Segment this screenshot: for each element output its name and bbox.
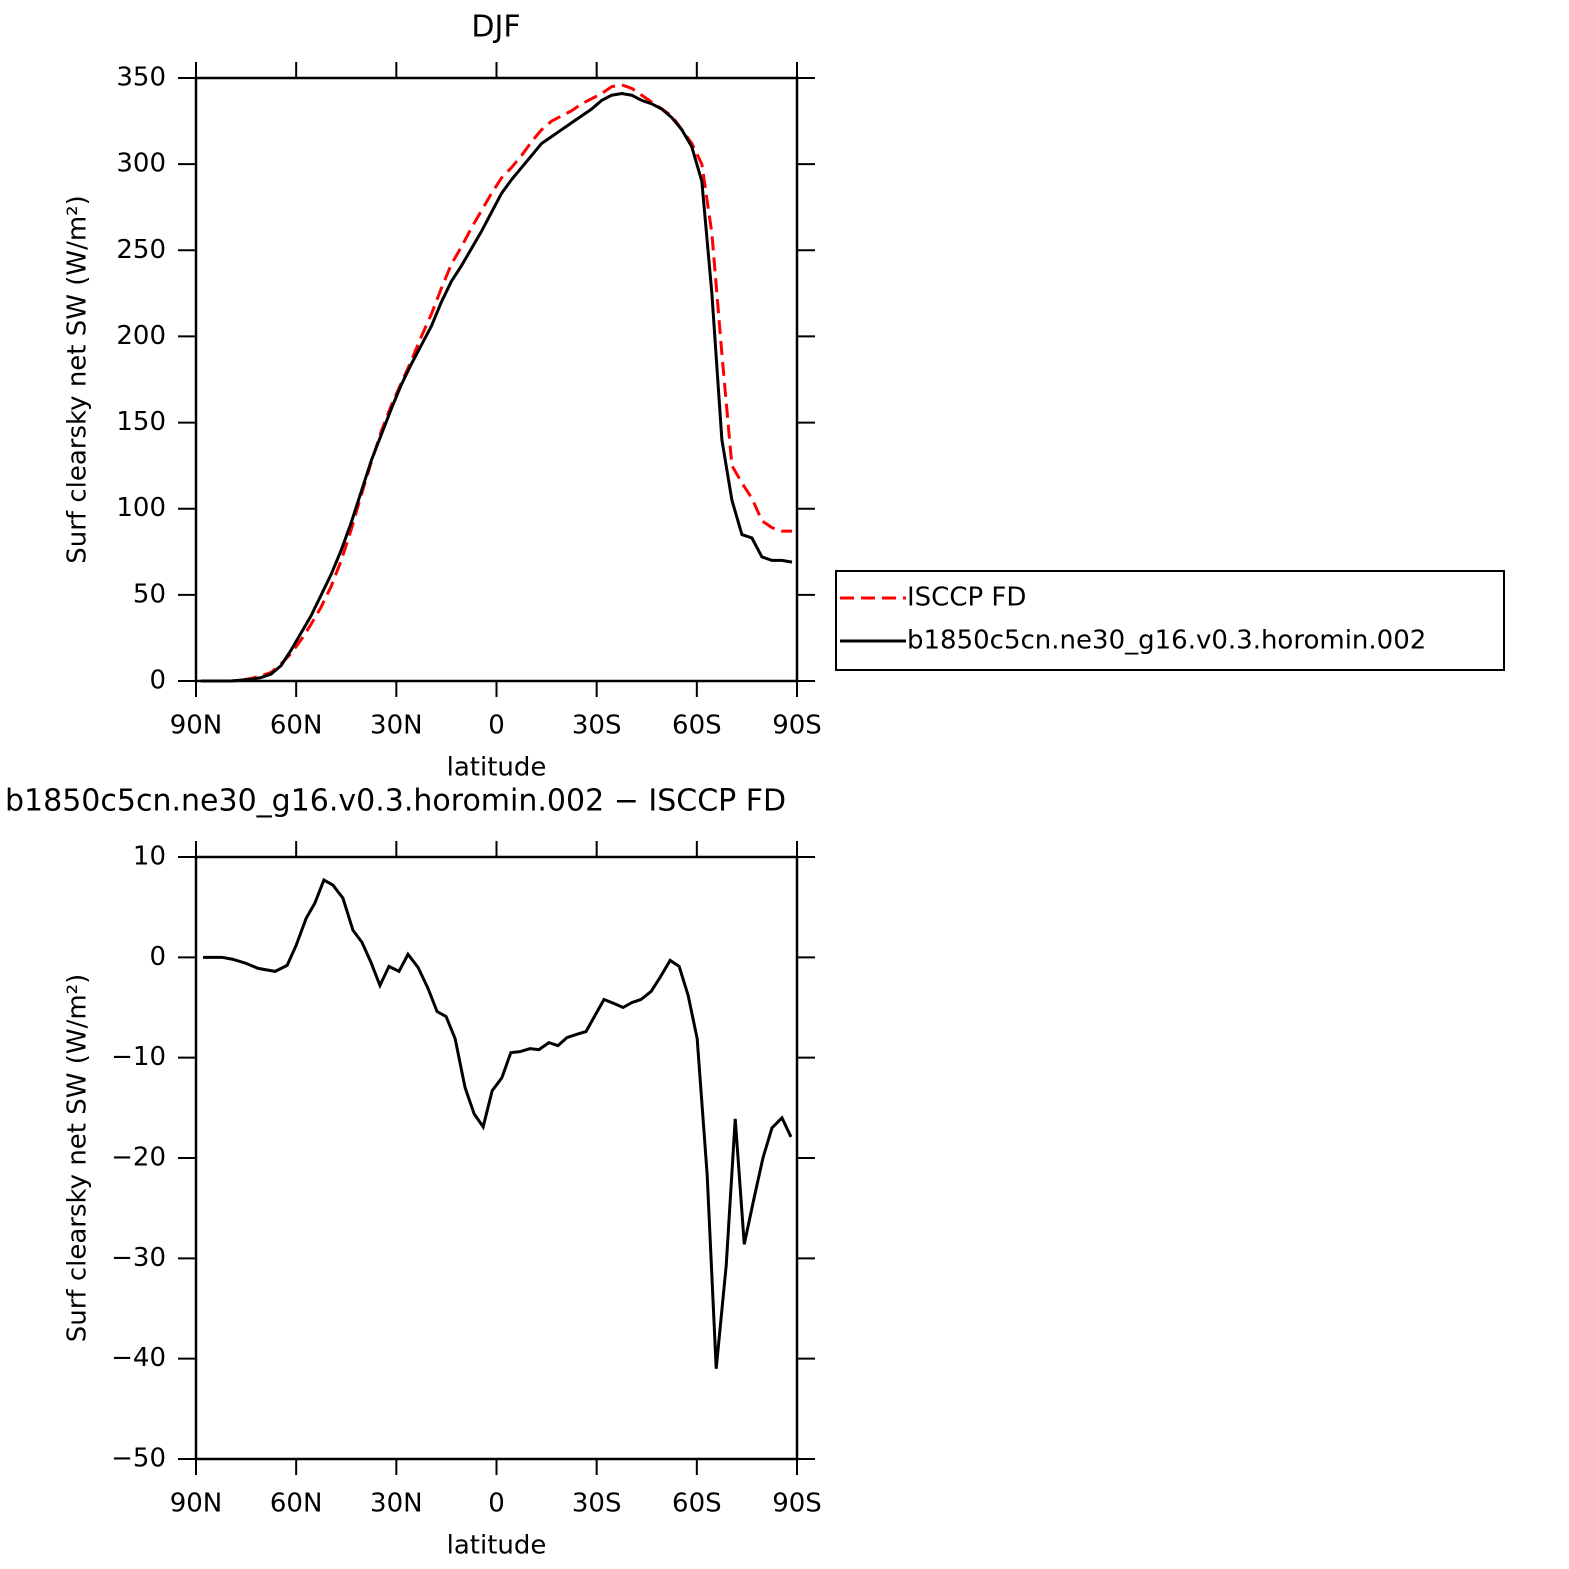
x-tick-label: 30N [370,711,423,741]
y-axis-label: Surf clearsky net SW (W/m²) [63,195,93,563]
data-line [201,83,792,683]
x-tick-label: 60S [672,1489,722,1519]
y-tick-label: 350 [116,63,166,93]
plot-frame [194,855,799,1461]
x-tick-label: 90S [772,711,822,741]
y-tick-label: −30 [111,1243,166,1273]
y-axis-label: Surf clearsky net SW (W/m²) [63,974,93,1342]
x-tick-label: 30N [370,1489,423,1519]
data-line [203,877,793,1369]
y-tick-label: −50 [111,1444,166,1474]
x-tick-label: 60N [270,711,323,741]
y-tick-label: 10 [133,842,166,872]
legend-label: ISCCP FD [907,583,1026,613]
data-line [201,91,793,683]
x-tick-label: 90N [170,711,223,741]
y-tick-label: −40 [111,1343,166,1373]
y-tick-label: 50 [133,579,166,609]
x-tick-label: 30S [572,711,622,741]
y-tick-label: 200 [116,321,166,351]
plot-frame [194,76,799,683]
x-tick-label: 90N [170,1489,223,1519]
y-tick-label: −10 [111,1042,166,1072]
y-tick-label: 100 [116,493,166,523]
y-tick-label: −20 [111,1143,166,1173]
chart-title: DJF [471,10,520,45]
x-tick-label: 0 [488,1489,505,1519]
y-tick-label: 0 [149,666,166,696]
x-tick-label: 60S [672,711,722,741]
x-tick-label: 0 [488,711,505,741]
x-tick-label: 30S [572,1489,622,1519]
y-tick-label: 300 [116,149,166,179]
x-axis-label: latitude [447,1531,547,1561]
x-tick-label: 90S [772,1489,822,1519]
y-tick-label: 150 [116,407,166,437]
y-tick-label: 250 [116,235,166,265]
chart-title: b1850c5cn.ne30_g16.v0.3.horomin.002 − IS… [5,784,786,819]
y-tick-label: 0 [149,942,166,972]
x-tick-label: 60N [270,1489,323,1519]
legend-label: b1850c5cn.ne30_g16.v0.3.horomin.002 [907,626,1426,656]
x-axis-label: latitude [447,753,547,783]
legend-box [835,570,1505,671]
